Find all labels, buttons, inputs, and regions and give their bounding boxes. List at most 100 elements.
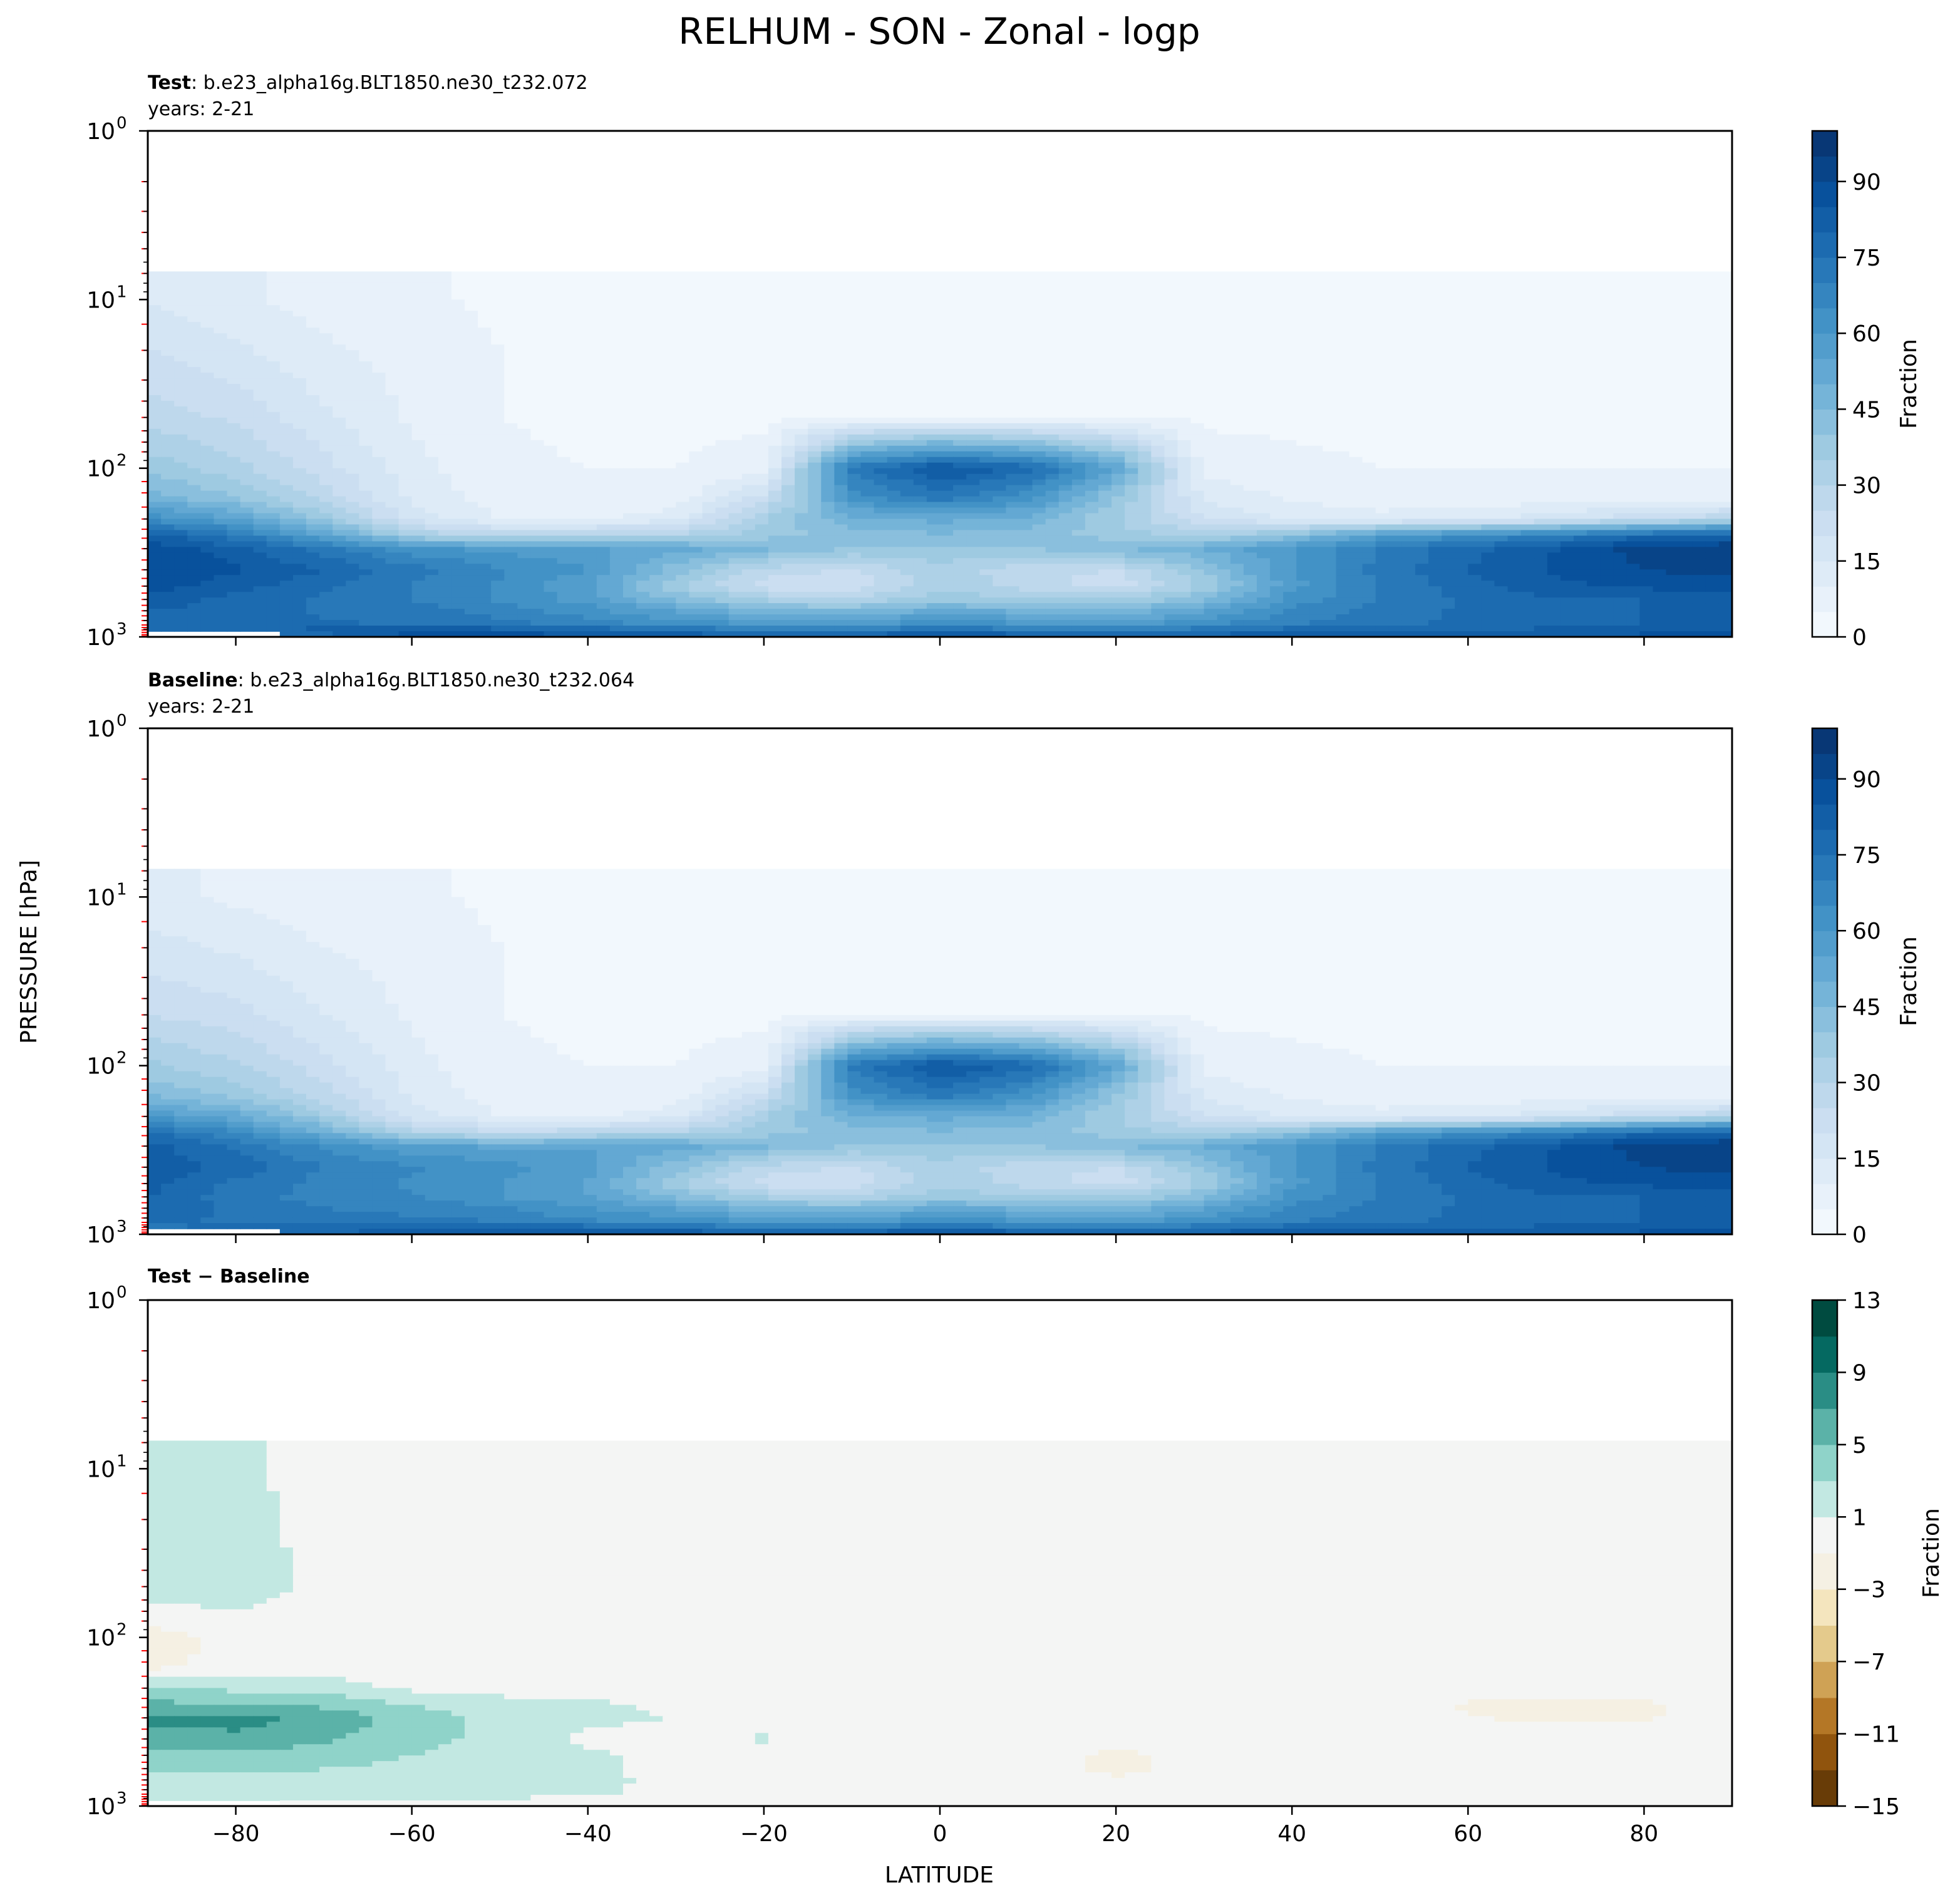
test-contour-cell — [1718, 423, 1732, 430]
test-contour-cell — [1349, 417, 1363, 424]
test-contour-cell — [583, 490, 597, 497]
test-contour-cell — [319, 367, 333, 373]
test-contour-cell — [1296, 373, 1311, 379]
test-contour-cell — [1230, 411, 1244, 418]
test-contour-cell — [636, 305, 650, 312]
test-contour-cell — [940, 440, 954, 447]
test-contour-cell — [570, 479, 584, 486]
test-contour-cell — [583, 473, 597, 480]
test-contour-cell — [1547, 299, 1561, 306]
test-contour-cell — [874, 282, 888, 289]
test-contour-cell — [636, 378, 650, 385]
test-contour-cell — [1071, 406, 1086, 413]
test-contour-cell — [1415, 451, 1429, 458]
test-contour-cell — [1032, 502, 1046, 509]
test-contour-cell — [1401, 288, 1416, 295]
test-contour-cell — [1362, 496, 1376, 503]
test-contour-cell — [1507, 468, 1522, 475]
test-contour-cell — [200, 367, 215, 373]
test-contour-cell — [940, 316, 954, 323]
test-contour-cell — [200, 406, 215, 413]
test-contour-cell — [596, 389, 611, 396]
test-contour-cell — [1481, 339, 1495, 345]
test-contour-cell — [1190, 322, 1205, 329]
test-contour-cell — [161, 294, 175, 301]
test-contour-cell — [491, 271, 505, 278]
test-contour-cell — [1692, 367, 1706, 373]
test-contour-cell — [1296, 328, 1311, 334]
test-contour-cell — [451, 457, 465, 463]
test-contour-cell — [333, 440, 347, 447]
test-contour-cell — [1442, 367, 1456, 373]
test-contour-cell — [478, 373, 492, 379]
test-contour-cell — [1309, 468, 1324, 475]
test-contour-cell — [1388, 473, 1403, 480]
test-contour-cell — [1204, 462, 1218, 469]
test-contour-cell — [768, 282, 782, 289]
test-contour-cell — [491, 400, 505, 407]
test-contour-cell — [1045, 473, 1060, 480]
test-contour-cell — [1217, 417, 1231, 424]
test-contour-cell — [1415, 434, 1429, 441]
test-contour-cell — [1468, 468, 1482, 475]
test-contour-cell — [1666, 451, 1680, 458]
test-contour-cell — [663, 328, 677, 334]
test-contour-cell — [623, 384, 637, 390]
test-contour-cell — [491, 457, 505, 463]
test-contour-cell — [715, 373, 730, 379]
test-contour-cell — [1071, 417, 1086, 424]
test-contour-cell — [1718, 282, 1732, 289]
test-contour-cell — [1428, 294, 1442, 301]
test-contour-cell — [1547, 389, 1561, 396]
test-contour-cell — [411, 473, 426, 480]
y-axis-label: PRESSURE [hPa] — [16, 860, 42, 1044]
test-contour-cell — [1336, 373, 1350, 379]
test-contour-cell — [372, 462, 386, 469]
test-contour-cell — [174, 400, 188, 407]
test-contour-cell — [808, 316, 822, 323]
test-contour-cell — [1468, 451, 1482, 458]
test-contour-cell — [1336, 356, 1350, 362]
test-contour-cell — [1718, 322, 1732, 329]
test-contour-cell — [834, 417, 848, 424]
test-contour-cell — [940, 294, 954, 301]
test-contour-cell — [913, 502, 927, 509]
test-contour-cell — [174, 440, 188, 447]
test-contour-cell — [781, 445, 795, 452]
test-contour-cell — [398, 344, 413, 351]
test-contour-cell — [1257, 322, 1271, 329]
test-contour-cell — [1217, 462, 1231, 469]
test-contour-cell — [148, 490, 162, 497]
test-contour-cell — [1058, 395, 1073, 401]
test-contour-cell — [465, 373, 478, 379]
test-contour-cell — [570, 428, 584, 435]
test-contour-cell — [1230, 361, 1244, 368]
test-contour-cell — [1164, 282, 1179, 289]
test-contour-cell — [333, 361, 347, 368]
test-contour-cell — [504, 311, 518, 318]
test-contour-cell — [1388, 468, 1403, 475]
test-contour-cell — [240, 395, 254, 401]
test-contour-cell — [517, 316, 532, 323]
test-contour-cell — [1125, 490, 1139, 497]
test-contour-cell — [1534, 350, 1548, 356]
test-contour-cell — [465, 299, 478, 306]
test-contour-cell — [292, 373, 307, 379]
test-contour-cell — [649, 333, 664, 339]
test-contour-cell — [663, 367, 677, 373]
test-contour-cell — [663, 361, 677, 368]
test-contour-cell — [966, 462, 981, 469]
test-contour-cell — [174, 451, 188, 458]
test-contour-cell — [1639, 322, 1654, 329]
test-contour-cell — [821, 378, 835, 385]
test-contour-cell — [1718, 479, 1732, 486]
test-contour-cell — [1217, 428, 1231, 435]
test-contour-cell — [1204, 389, 1218, 396]
test-contour-cell — [715, 378, 730, 385]
test-contour-cell — [1587, 451, 1601, 458]
test-contour-cell — [913, 282, 927, 289]
test-contour-cell — [1164, 339, 1179, 345]
test-contour-cell — [676, 322, 690, 329]
test-contour-cell — [544, 468, 558, 475]
test-contour-cell — [517, 479, 532, 486]
